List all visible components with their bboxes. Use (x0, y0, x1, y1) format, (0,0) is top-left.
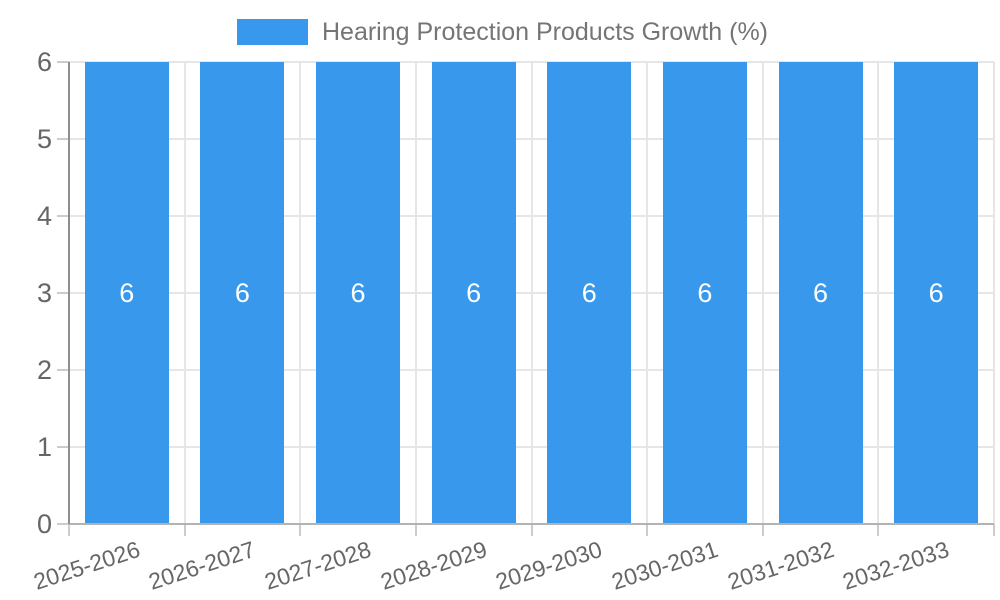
bar-value-label: 6 (350, 277, 366, 308)
gridline-vertical (530, 62, 533, 524)
bar-value-label: 6 (928, 277, 944, 308)
y-axis-tick-label: 6 (36, 47, 52, 77)
x-axis-baseline (69, 523, 994, 525)
x-axis-tick (414, 524, 417, 536)
gridline-vertical (646, 62, 649, 524)
x-axis-category-label: 2026-2027 (145, 536, 259, 595)
x-axis-tick (183, 524, 186, 536)
bar-2028-2029[interactable]: 6 (431, 62, 516, 524)
x-axis-category-label: 2029-2030 (492, 536, 606, 595)
x-axis-category-label: 2032-2033 (839, 536, 953, 595)
bar-value-label: 6 (234, 277, 250, 308)
gridline-vertical (183, 62, 186, 524)
x-axis-category-label: 2031-2032 (723, 536, 837, 595)
y-axis-tick (57, 61, 69, 63)
x-axis-category-label: 2028-2029 (377, 536, 490, 595)
gridline-vertical (299, 62, 302, 524)
x-axis-tick (299, 524, 302, 536)
bar-value-label: 6 (813, 277, 829, 308)
plot-area: 6 6 6 6 6 6 6 6 (68, 61, 995, 525)
bar-2027-2028[interactable]: 6 (316, 62, 401, 524)
y-axis-tick-label: 1 (36, 432, 52, 462)
x-axis-tick (530, 524, 533, 536)
bar-2032-2033[interactable]: 6 (894, 62, 979, 524)
y-axis-tick-label: 4 (36, 201, 52, 231)
x-axis-tick (68, 524, 70, 536)
gridline-vertical (761, 62, 764, 524)
bar-2030-2031[interactable]: 6 (662, 62, 747, 524)
legend-label: Hearing Protection Products Growth (%) (322, 18, 769, 46)
bar-2031-2032[interactable]: 6 (778, 62, 863, 524)
bar-value-label: 6 (119, 277, 135, 308)
bar-2025-2026[interactable]: 6 (84, 62, 169, 524)
x-axis-tick (761, 524, 764, 536)
gridline-vertical (877, 62, 880, 524)
gridline-vertical (993, 62, 995, 524)
bar-2029-2030[interactable]: 6 (547, 62, 632, 524)
bar-value-label: 6 (697, 277, 713, 308)
x-axis-tick (993, 524, 995, 536)
y-axis-tick-label: 3 (36, 278, 52, 308)
y-axis-tick (57, 138, 69, 140)
bar-2026-2027[interactable]: 6 (200, 62, 285, 524)
gridline-vertical (414, 62, 417, 524)
y-axis-tick (57, 215, 69, 217)
x-axis-category-label: 2030-2031 (608, 536, 721, 595)
y-axis-tick (57, 523, 69, 525)
x-axis-tick (646, 524, 649, 536)
legend-swatch (237, 19, 308, 45)
y-axis-tick-label: 5 (36, 124, 52, 154)
y-axis-tick (57, 292, 69, 294)
y-axis-tick (57, 446, 69, 448)
x-axis-category-label: 2027-2028 (261, 536, 375, 595)
y-axis-tick-label: 2 (36, 355, 52, 385)
bar-value-label: 6 (466, 277, 482, 308)
x-axis-category-label: 2025-2026 (30, 536, 143, 595)
y-axis-tick-label: 0 (36, 509, 52, 539)
y-axis-tick (57, 369, 69, 371)
y-axis-line (68, 62, 70, 524)
bar-value-label: 6 (581, 277, 597, 308)
chart-legend: Hearing Protection Products Growth (%) (237, 19, 768, 45)
x-axis-tick (877, 524, 880, 536)
